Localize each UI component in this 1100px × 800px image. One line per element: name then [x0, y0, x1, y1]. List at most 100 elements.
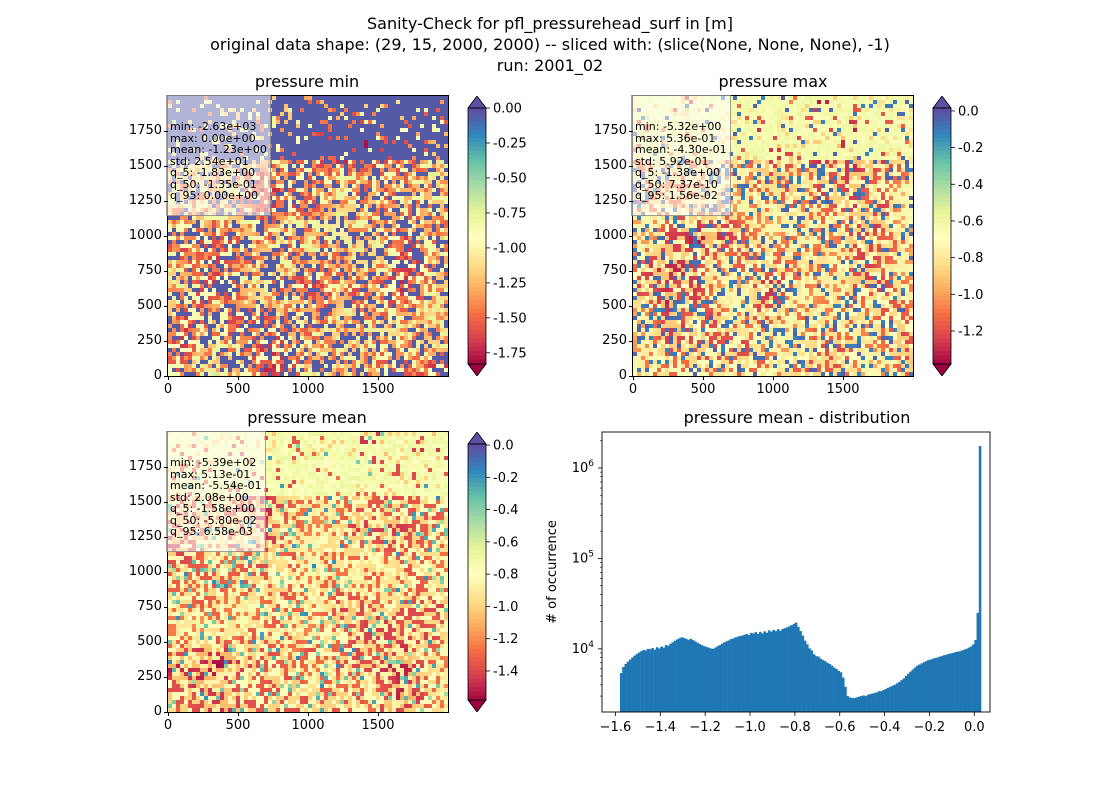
- colorbar-segment: [468, 154, 486, 160]
- map-pixel: [336, 292, 341, 297]
- map-pixel: [376, 180, 381, 185]
- map-pixel: [408, 112, 413, 117]
- map-pixel: [324, 252, 329, 257]
- map-pixel: [444, 332, 448, 337]
- colorbar-segment: [468, 329, 486, 335]
- map-pixel: [200, 300, 205, 305]
- map-pixel: [308, 132, 313, 137]
- map-pixel: [236, 328, 241, 333]
- map-pixel: [292, 364, 297, 369]
- map-pixel: [256, 308, 261, 313]
- map-pixel: [172, 232, 177, 237]
- map-pixel: [276, 264, 281, 269]
- stat-min: min: -2.63e+03: [170, 120, 257, 133]
- map-pixel: [400, 132, 405, 137]
- map-pixel: [376, 140, 381, 145]
- map-pixel: [280, 268, 285, 273]
- map-pixel: [344, 320, 349, 325]
- colorbar-segment: [468, 253, 486, 258]
- map-pixel: [332, 268, 337, 273]
- map-pixel: [296, 160, 301, 165]
- map-pixel: [284, 320, 289, 325]
- map-pixel: [320, 332, 325, 337]
- map-pixel: [364, 148, 369, 153]
- map-pixel: [296, 344, 301, 349]
- map-pixel: [432, 356, 437, 361]
- map-pixel: [336, 348, 341, 353]
- map-pixel: [264, 360, 269, 365]
- map-pixel: [396, 352, 401, 357]
- map-pixel: [388, 188, 393, 193]
- map-pixel: [376, 280, 381, 285]
- map-pixel: [252, 336, 257, 341]
- map-pixel: [264, 264, 269, 269]
- map-pixel: [288, 288, 293, 293]
- map-pixel: [432, 236, 437, 241]
- map-pixel: [296, 116, 301, 121]
- map-pixel: [300, 100, 305, 105]
- map-pixel: [236, 244, 241, 249]
- map-pixel: [400, 140, 405, 145]
- map-pixel: [208, 360, 213, 365]
- map-pixel: [188, 292, 193, 297]
- map-pixel: [284, 120, 289, 125]
- map-pixel: [188, 240, 193, 245]
- map-pixel: [204, 280, 209, 285]
- map-pixel: [336, 312, 341, 317]
- map-pixel: [432, 128, 437, 133]
- map-pixel: [380, 240, 385, 245]
- map-pixel: [312, 288, 317, 293]
- map-pixel: [284, 352, 289, 357]
- map-pixel: [284, 148, 289, 153]
- map-pixel: [208, 364, 213, 369]
- map-pixel: [252, 264, 257, 269]
- map-pixel: [388, 160, 393, 165]
- map-pixel: [388, 296, 393, 301]
- map-pixel: [380, 232, 385, 237]
- map-pixel: [272, 100, 277, 105]
- map-pixel: [320, 368, 325, 373]
- map-pixel: [352, 276, 357, 281]
- map-pixel: [256, 224, 261, 229]
- map-pixel: [248, 340, 253, 345]
- map-pixel: [328, 156, 333, 161]
- map-pixel: [236, 240, 241, 245]
- map-pixel: [172, 248, 177, 253]
- map-pixel: [428, 152, 433, 157]
- map-pixel: [336, 248, 341, 253]
- map-pixel: [380, 136, 385, 141]
- map-pixel: [348, 228, 353, 233]
- map-pixel: [376, 196, 381, 201]
- map-pixel: [332, 128, 337, 133]
- map-pixel: [312, 260, 317, 265]
- map-pixel: [328, 120, 333, 125]
- map-pixel: [344, 192, 349, 197]
- map-pixel: [404, 324, 409, 329]
- map-pixel: [384, 316, 389, 321]
- map-pixel: [284, 248, 289, 253]
- map-pixel: [352, 316, 357, 321]
- map-pixel: [412, 312, 417, 317]
- map-pixel: [268, 364, 273, 369]
- map-pixel: [212, 284, 217, 289]
- map-pixel: [444, 260, 448, 265]
- map-pixel: [332, 252, 337, 257]
- map-pixel: [396, 304, 401, 309]
- map-pixel: [348, 360, 353, 365]
- map-pixel: [344, 200, 349, 205]
- map-pixel: [368, 196, 373, 201]
- map-pixel: [336, 152, 341, 157]
- map-pixel: [232, 236, 237, 241]
- map-pixel: [252, 244, 257, 249]
- map-pixel: [268, 300, 273, 305]
- map-pixel: [348, 248, 353, 253]
- map-pixel: [336, 124, 341, 129]
- map-pixel: [428, 140, 433, 145]
- map-pixel: [376, 360, 381, 365]
- map-pixel: [324, 156, 329, 161]
- map-pixel: [300, 244, 305, 249]
- map-pixel: [412, 180, 417, 185]
- map-pixel: [172, 272, 177, 277]
- map-pixel: [368, 288, 373, 293]
- map-pixel: [408, 292, 413, 297]
